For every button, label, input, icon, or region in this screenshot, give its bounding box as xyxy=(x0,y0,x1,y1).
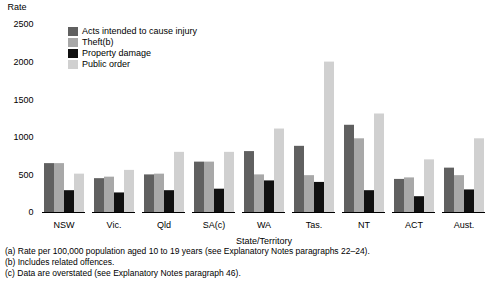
svg-text:ACT: ACT xyxy=(405,220,424,230)
svg-text:NT: NT xyxy=(358,220,370,230)
svg-text:500: 500 xyxy=(18,170,33,180)
svg-text:1000: 1000 xyxy=(13,132,33,142)
html-text:(a) Rate per 100,000 populatio: (a) Rate per 100,000 population aged 10 … xyxy=(5,246,370,256)
html-text:(b) Includes related offences.: (b) Includes related offences. xyxy=(5,257,115,267)
svg-text:Aust.: Aust. xyxy=(454,220,475,230)
svg-text:0: 0 xyxy=(28,207,33,217)
svg-text:NSW: NSW xyxy=(54,220,76,230)
html-text:(c) Data are overstated (see E: (c) Data are overstated (see Explanatory… xyxy=(5,268,241,278)
svg-text:Rate: Rate xyxy=(8,2,27,12)
html-text:Public order: Public order xyxy=(82,59,130,69)
svg-text:SA(c): SA(c) xyxy=(203,220,226,230)
svg-text:2500: 2500 xyxy=(13,19,33,29)
svg-text:2000: 2000 xyxy=(13,57,33,67)
svg-text:State/Territory: State/Territory xyxy=(236,236,293,246)
svg-text:Vic.: Vic. xyxy=(107,220,122,230)
svg-text:Qld: Qld xyxy=(157,220,171,230)
html-text:Theft(b): Theft(b) xyxy=(82,37,114,47)
html-text:Acts intended to cause injury: Acts intended to cause injury xyxy=(82,26,198,36)
html-text:Property damage: Property damage xyxy=(82,48,151,58)
svg-text:WA: WA xyxy=(257,220,271,230)
svg-text:Tas.: Tas. xyxy=(306,220,323,230)
svg-text:1500: 1500 xyxy=(13,95,33,105)
